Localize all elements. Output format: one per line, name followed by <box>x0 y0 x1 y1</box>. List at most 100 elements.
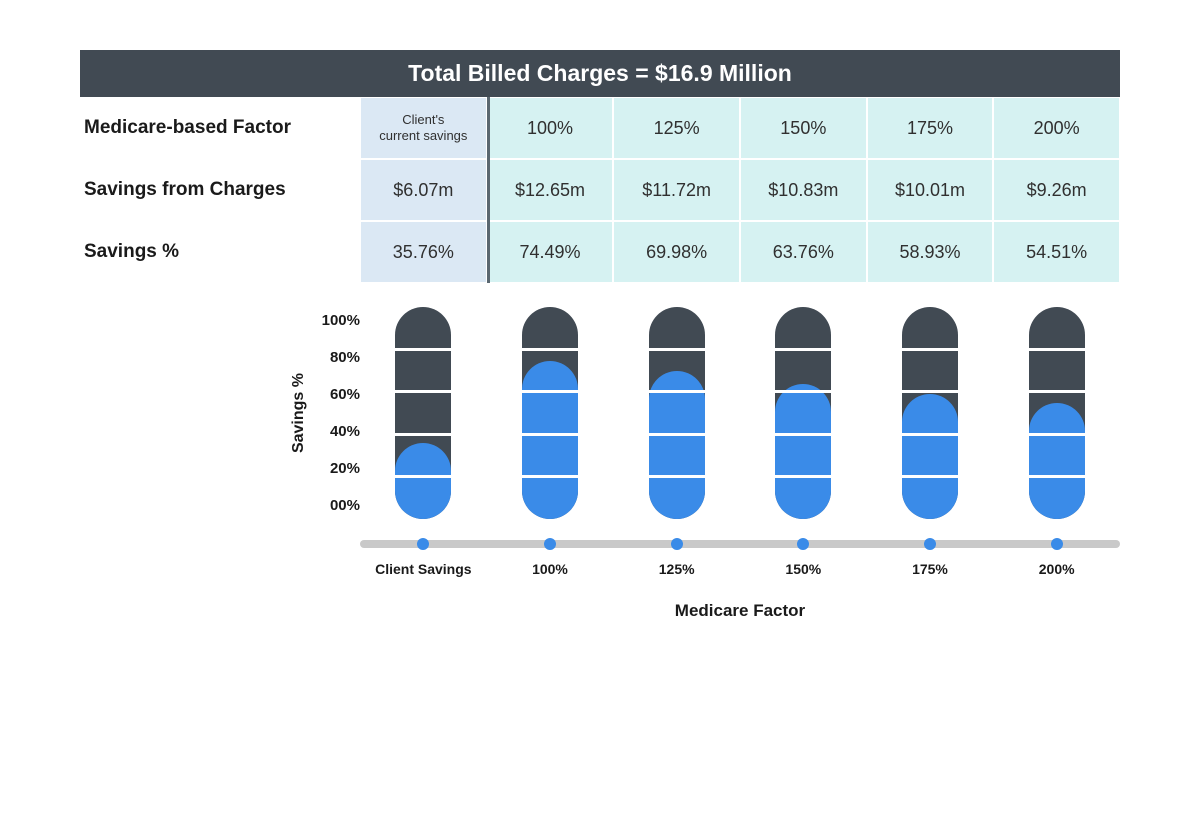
cell-pct-3: 63.76% <box>740 221 867 283</box>
cell-pct-5: 54.51% <box>993 221 1120 283</box>
cell-charges-2: $11.72m <box>613 159 740 221</box>
pill-0 <box>395 307 451 519</box>
pill-fill-4 <box>902 394 958 519</box>
chart-area: Savings % 100% 80% 60% 40% 20% 00% <box>80 307 1120 519</box>
pill-5 <box>1029 307 1085 519</box>
cell-factor-1: 100% <box>487 97 614 159</box>
pill-fill-3 <box>775 384 831 519</box>
y-tick-100: 100% <box>322 313 360 328</box>
x-dot-2 <box>671 538 683 550</box>
pill-fill-0 <box>395 443 451 519</box>
pill-cell-1 <box>487 307 614 519</box>
pill-3 <box>775 307 831 519</box>
pill-cell-4 <box>867 307 994 519</box>
x-dot-cell-2 <box>613 537 740 551</box>
pill-segment-line <box>522 475 578 478</box>
pill-segment-line <box>775 475 831 478</box>
pill-segment-line <box>902 390 958 393</box>
x-dot-5 <box>1051 538 1063 550</box>
pill-segment-line <box>775 433 831 436</box>
pill-segment-line <box>522 433 578 436</box>
x-dot-cell-4 <box>867 537 994 551</box>
cell-charges-3: $10.83m <box>740 159 867 221</box>
x-dot-3 <box>797 538 809 550</box>
x-axis <box>80 537 1120 551</box>
y-tick-80: 80% <box>322 350 360 365</box>
pill-segment-line <box>522 348 578 351</box>
x-axis-labels: Client Savings100%125%150%175%200% <box>80 561 1120 577</box>
x-dot-cell-5 <box>993 537 1120 551</box>
cell-factor-client: Client's current savings <box>360 97 487 159</box>
x-dot-0 <box>417 538 429 550</box>
x-label-1: 100% <box>487 561 614 577</box>
cell-factor-client-l2: current savings <box>379 128 467 144</box>
pill-segment-line <box>902 433 958 436</box>
pill-fill-1 <box>522 361 578 519</box>
data-table: Medicare-based Factor Client's current s… <box>80 97 1120 283</box>
y-tick-20: 20% <box>322 461 360 476</box>
pill-1 <box>522 307 578 519</box>
row-header-pct: Savings % <box>80 221 360 283</box>
pill-segment-line <box>1029 390 1085 393</box>
pill-segment-line <box>395 475 451 478</box>
pill-segment-line <box>1029 433 1085 436</box>
pill-cell-3 <box>740 307 867 519</box>
y-axis-title: Savings % <box>290 373 308 453</box>
pill-fill-5 <box>1029 403 1085 519</box>
pill-cell-2 <box>613 307 740 519</box>
y-axis-ticks: 100% 80% 60% 40% 20% 00% <box>322 313 360 513</box>
cell-factor-2: 125% <box>613 97 740 159</box>
x-dot-cell-1 <box>487 537 614 551</box>
client-divider <box>487 97 490 283</box>
cell-factor-4: 175% <box>867 97 994 159</box>
title-text: Total Billed Charges = $16.9 Million <box>408 60 792 86</box>
y-tick-40: 40% <box>322 424 360 439</box>
pill-segment-line <box>775 348 831 351</box>
pill-segment-line <box>395 390 451 393</box>
pill-4 <box>902 307 958 519</box>
cell-factor-client-l1: Client's <box>402 112 444 128</box>
pill-segment-line <box>395 348 451 351</box>
cell-charges-1: $12.65m <box>487 159 614 221</box>
x-label-4: 175% <box>867 561 994 577</box>
cell-pct-4: 58.93% <box>867 221 994 283</box>
pill-cell-5 <box>993 307 1120 519</box>
pill-segment-line <box>1029 475 1085 478</box>
pill-segment-line <box>902 475 958 478</box>
x-dot-1 <box>544 538 556 550</box>
pill-segment-line <box>902 348 958 351</box>
infographic-container: Total Billed Charges = $16.9 Million Med… <box>80 50 1120 621</box>
pill-cell-0 <box>360 307 487 519</box>
cell-pct-1: 74.49% <box>487 221 614 283</box>
pill-segment-line <box>522 390 578 393</box>
x-label-0: Client Savings <box>360 561 487 577</box>
pill-2 <box>649 307 705 519</box>
cell-factor-3: 150% <box>740 97 867 159</box>
y-tick-0: 00% <box>322 498 360 513</box>
cell-charges-5: $9.26m <box>993 159 1120 221</box>
pill-segment-line <box>649 475 705 478</box>
x-label-5: 200% <box>993 561 1120 577</box>
row-header-factor: Medicare-based Factor <box>80 97 360 159</box>
x-axis-dots <box>360 537 1120 551</box>
pill-segment-line <box>775 390 831 393</box>
cell-charges-4: $10.01m <box>867 159 994 221</box>
x-axis-title: Medicare Factor <box>360 601 1120 621</box>
pill-segment-line <box>1029 348 1085 351</box>
title-bar: Total Billed Charges = $16.9 Million <box>80 50 1120 97</box>
y-axis: Savings % 100% 80% 60% 40% 20% 00% <box>80 307 360 519</box>
x-dot-4 <box>924 538 936 550</box>
x-label-3: 150% <box>740 561 867 577</box>
pill-segment-line <box>649 390 705 393</box>
pill-segment-line <box>395 433 451 436</box>
cell-factor-5: 200% <box>993 97 1120 159</box>
x-label-2: 125% <box>613 561 740 577</box>
pills-row <box>360 307 1120 519</box>
x-dot-cell-3 <box>740 537 867 551</box>
cell-charges-0: $6.07m <box>360 159 487 221</box>
cell-pct-0: 35.76% <box>360 221 487 283</box>
x-dot-cell-0 <box>360 537 487 551</box>
row-header-charges: Savings from Charges <box>80 159 360 221</box>
pill-segment-line <box>649 348 705 351</box>
y-tick-60: 60% <box>322 387 360 402</box>
